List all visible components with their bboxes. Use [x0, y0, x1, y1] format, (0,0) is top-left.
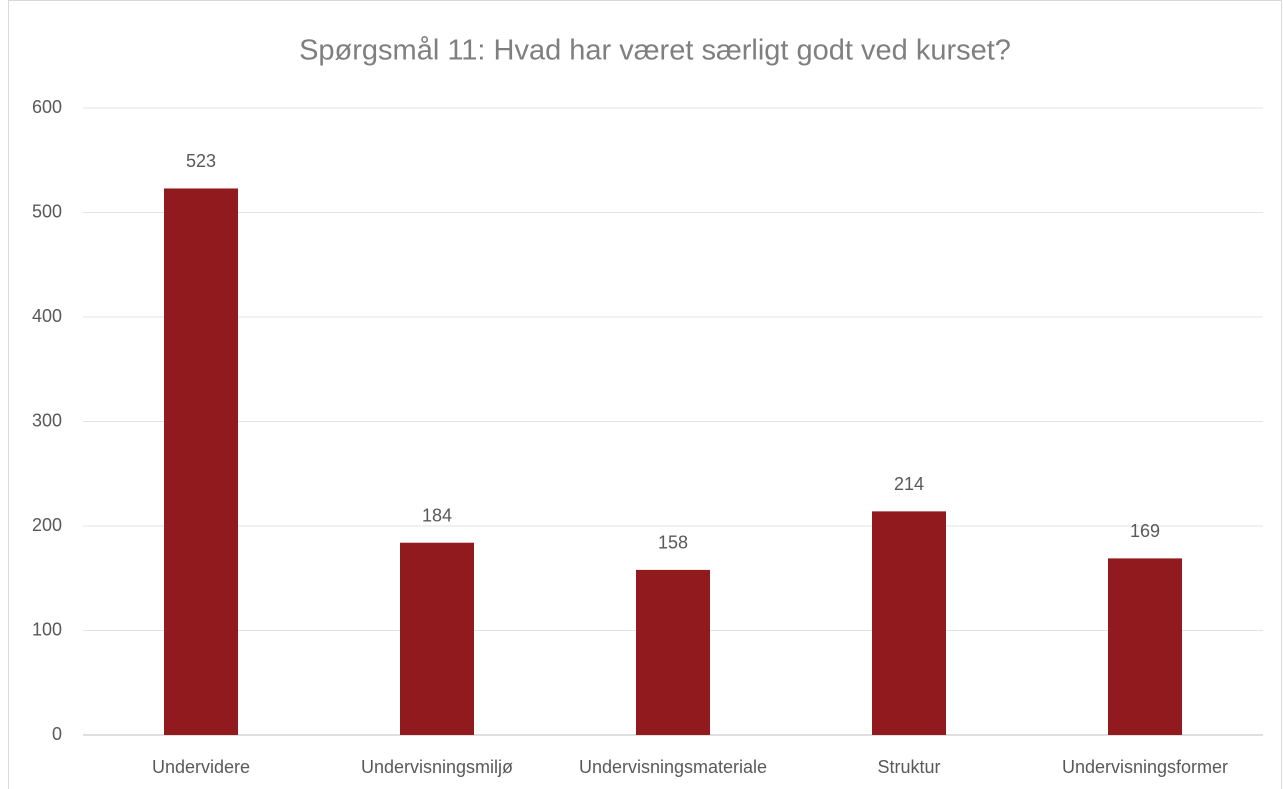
bar	[872, 511, 946, 735]
x-tick-label: Undervisningsmateriale	[579, 757, 767, 777]
x-tick-label: Undervisningsmiljø	[361, 757, 513, 777]
y-tick-label: 100	[32, 619, 62, 639]
x-tick-label: Undervidere	[152, 757, 250, 777]
x-tick-label: Struktur	[877, 757, 940, 777]
bar	[400, 542, 474, 735]
data-label: 158	[658, 533, 688, 553]
chart-title: Spørgsmål 11: Hvad har været særligt god…	[299, 35, 1011, 67]
y-tick-label: 400	[32, 306, 62, 326]
bar	[1108, 558, 1182, 735]
data-label: 184	[422, 505, 452, 525]
x-tick-label: Undervisningsformer	[1062, 757, 1228, 777]
y-tick-label: 500	[32, 201, 62, 221]
bar	[636, 569, 710, 735]
data-label: 169	[1130, 521, 1160, 541]
y-tick-label: 600	[32, 97, 62, 117]
y-tick-label: 200	[32, 515, 62, 535]
data-label: 523	[186, 151, 216, 171]
y-tick-label: 300	[32, 410, 62, 430]
y-tick-label: 0	[52, 724, 62, 744]
bar	[164, 188, 238, 736]
data-label: 214	[894, 474, 924, 494]
